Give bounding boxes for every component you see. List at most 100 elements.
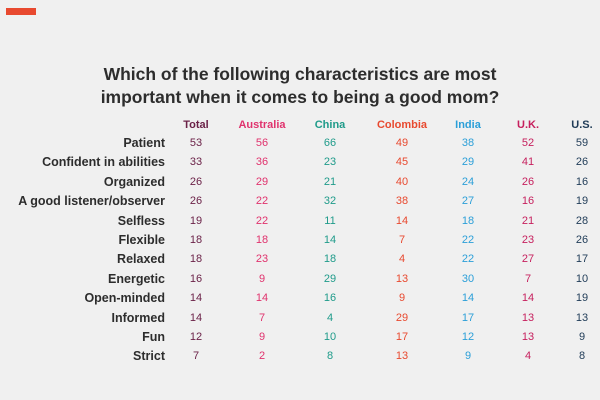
title-line-1: Which of the following characteristics a… [103,64,497,84]
table-cell: 22 [461,234,475,246]
table-cell: 9 [258,272,266,285]
table-cell: 36 [255,156,269,169]
table-cell: 66 [323,137,337,149]
row-label: Confident in abilities [42,155,165,170]
table-cell: 23 [323,156,337,169]
table-cell: 26 [575,234,589,246]
row-label: Selfless [117,213,165,228]
table-cell: 10 [575,272,589,285]
table-cell: 14 [255,292,269,305]
table-cell: 29 [255,175,269,188]
table-cell: 4 [398,253,406,266]
table-cell: 9 [258,331,266,343]
row-label: Energetic [108,271,165,286]
table-cell: 9 [578,331,586,343]
row-label: Flexible [118,233,165,247]
table-cell: 17 [461,311,475,324]
table-cell: 26 [189,195,203,208]
column-header-total: Total [183,119,209,131]
row-label: Patient [123,136,165,150]
table-cell: 16 [521,195,535,208]
table-cell: 17 [395,331,409,343]
table-cell: 22 [461,253,475,266]
table-cell: 14 [461,292,475,305]
table-cell: 52 [521,137,535,149]
row-label: Informed [111,310,165,325]
table-cell: 9 [398,292,406,305]
column-header-australia: Australia [238,119,286,131]
table-cell: 19 [189,214,203,227]
table-cell: 8 [326,350,334,363]
table-cell: 53 [189,137,203,149]
table-cell: 18 [189,253,203,266]
table-cell: 23 [521,234,535,246]
table-cell: 14 [521,292,535,305]
table-cell: 19 [575,195,589,208]
table-cell: 29 [395,311,409,324]
table-cell: 49 [395,137,409,149]
table-cell: 27 [521,253,535,266]
table-cell: 7 [258,311,266,324]
table-cell: 4 [524,350,532,363]
table-cell: 14 [323,234,337,246]
table-cell: 59 [575,137,589,149]
table-cell: 8 [578,350,586,363]
table-cell: 26 [521,175,535,188]
row-label: Relaxed [117,252,165,267]
row-label: Open-minded [84,291,165,306]
table-cell: 29 [323,272,337,285]
table-cell: 18 [255,234,269,246]
table-cell: 13 [521,331,535,343]
table-cell: 28 [575,214,589,227]
row-label: A good listener/observer [18,194,165,209]
accent-bar [6,8,36,15]
table-cell: 2 [258,350,266,363]
table-cell: 26 [575,156,589,169]
table-cell: 33 [189,156,203,169]
table-cell: 7 [524,272,532,285]
table-cell: 18 [323,253,337,266]
table-cell: 18 [189,234,203,246]
table-cell: 41 [521,156,535,169]
table-cell: 9 [464,350,472,363]
column-header-u-s: U.S. [571,119,593,131]
table-cell: 12 [189,331,203,343]
table-cell: 38 [461,137,475,149]
table-cell: 16 [323,292,337,305]
table-cell: 32 [323,195,337,208]
table-cell: 4 [326,311,334,324]
table-cell: 40 [395,175,409,188]
table-cell: 56 [255,137,269,149]
table-cell: 22 [255,214,269,227]
column-header-colombia: Colombia [376,119,428,131]
table-cell: 19 [575,292,589,305]
table-cell: 13 [575,311,589,324]
table-cell: 18 [461,214,475,227]
chart-title: Which of the following characteristics a… [60,63,540,109]
title-line-2: important when it comes to being a good … [100,87,500,107]
table-cell: 23 [255,253,269,266]
column-header-china: China [314,119,346,131]
table-cell: 12 [461,331,475,343]
table-cell: 13 [395,272,409,285]
table-cell: 16 [189,272,203,285]
table-cell: 27 [461,195,475,208]
table-cell: 7 [192,350,200,363]
table-cell: 7 [398,234,406,246]
column-header-u-k: U.K. [517,119,539,131]
table-cell: 22 [255,195,269,208]
table-cell: 11 [324,214,336,227]
table-cell: 14 [189,311,203,324]
table-cell: 45 [395,156,409,169]
table-cell: 10 [323,331,337,343]
table-cell: 38 [395,195,409,208]
table-cell: 29 [461,156,475,169]
table-cell: 13 [521,311,535,324]
table-cell: 21 [521,214,535,227]
column-header-india: India [455,119,481,131]
table-cell: 14 [395,214,409,227]
table-cell: 30 [461,272,475,285]
row-label: Organized [103,174,165,189]
table-cell: 26 [189,175,203,188]
